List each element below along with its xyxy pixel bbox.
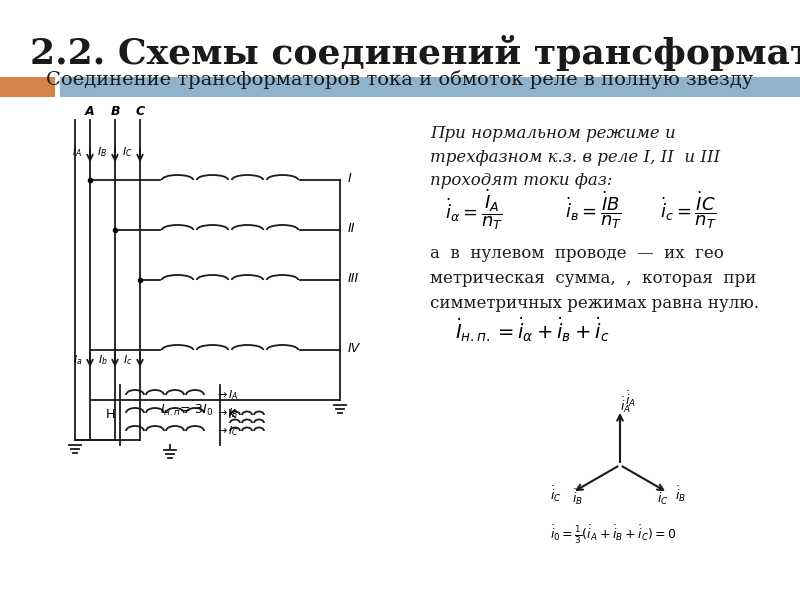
- Text: $\dot{i}_c = \dfrac{\dot{I}C}{n_T}$: $\dot{i}_c = \dfrac{\dot{I}C}{n_T}$: [660, 189, 717, 231]
- Text: II: II: [348, 221, 355, 235]
- Text: $\dot{i}_C$: $\dot{i}_C$: [550, 484, 562, 504]
- Text: A: A: [85, 105, 95, 118]
- Text: Соединение трансформаторов тока и обмоток реле в полную звезду: Соединение трансформаторов тока и обмото…: [46, 70, 754, 89]
- Text: $\dot{i}_B$: $\dot{i}_B$: [675, 484, 686, 504]
- Text: $I_a$: $I_a$: [74, 353, 82, 367]
- Text: $\rightarrow I_C$: $\rightarrow I_C$: [215, 424, 239, 438]
- Text: $\dot{i}_\alpha = \dfrac{\dot{I}_A}{n_T}$: $\dot{i}_\alpha = \dfrac{\dot{I}_A}{n_T}…: [445, 188, 503, 232]
- Text: $I_{н.п}$= 3$I_0$: $I_{н.п}$= 3$I_0$: [160, 403, 213, 418]
- Text: $I_c$: $I_c$: [123, 353, 133, 367]
- Text: $\dot{i}_A$: $\dot{i}_A$: [625, 389, 636, 409]
- Text: $\dot{i}_0 = \frac{1}{3}(\dot{i}_A + \dot{i}_B + \dot{i}_C) = 0$: $\dot{i}_0 = \frac{1}{3}(\dot{i}_A + \do…: [550, 524, 677, 546]
- Text: K: K: [228, 409, 236, 421]
- Text: $I_b$: $I_b$: [98, 353, 108, 367]
- Text: $\dot{i}_B$: $\dot{i}_B$: [572, 488, 583, 508]
- Text: $\dot{i}_C$: $\dot{i}_C$: [657, 488, 669, 508]
- Text: $I_A$: $I_A$: [72, 145, 82, 159]
- Text: C: C: [135, 105, 145, 118]
- Text: $\dot{I}_{н.п.} = \dot{i}_\alpha + \dot{i}_в + \dot{i}_c$: $\dot{I}_{н.п.} = \dot{i}_\alpha + \dot{…: [455, 316, 610, 344]
- Text: а  в  нулевом  проводе  —  их  гео
метрическая  сумма,  ,  которая  при
симметри: а в нулевом проводе — их гео метрическая…: [430, 245, 759, 311]
- Text: $\dot{i}_A$: $\dot{i}_A$: [619, 395, 630, 415]
- Text: 2.2. Схемы соединений трансформаторов тока: 2.2. Схемы соединений трансформаторов то…: [30, 35, 800, 71]
- Text: $\rightarrow I_B$: $\rightarrow I_B$: [215, 406, 238, 420]
- Text: $\rightarrow I_A$: $\rightarrow I_A$: [215, 388, 238, 402]
- Bar: [60, 77, 800, 97]
- Bar: [0, 77, 55, 97]
- Text: $I_C$: $I_C$: [122, 145, 132, 159]
- Text: IV: IV: [348, 341, 360, 355]
- Text: $\dot{i}_в = \dfrac{\dot{I}B}{n_T}$: $\dot{i}_в = \dfrac{\dot{I}B}{n_T}$: [565, 189, 622, 231]
- Text: $I_B$: $I_B$: [97, 145, 107, 159]
- Text: B: B: [110, 105, 120, 118]
- Text: III: III: [348, 271, 359, 284]
- Text: I: I: [348, 172, 352, 185]
- Text: H: H: [106, 409, 114, 421]
- Text: При нормальном режиме и
трехфазном к.з. в реле I, II  и III
проходят токи фаз:: При нормальном режиме и трехфазном к.з. …: [430, 125, 720, 189]
